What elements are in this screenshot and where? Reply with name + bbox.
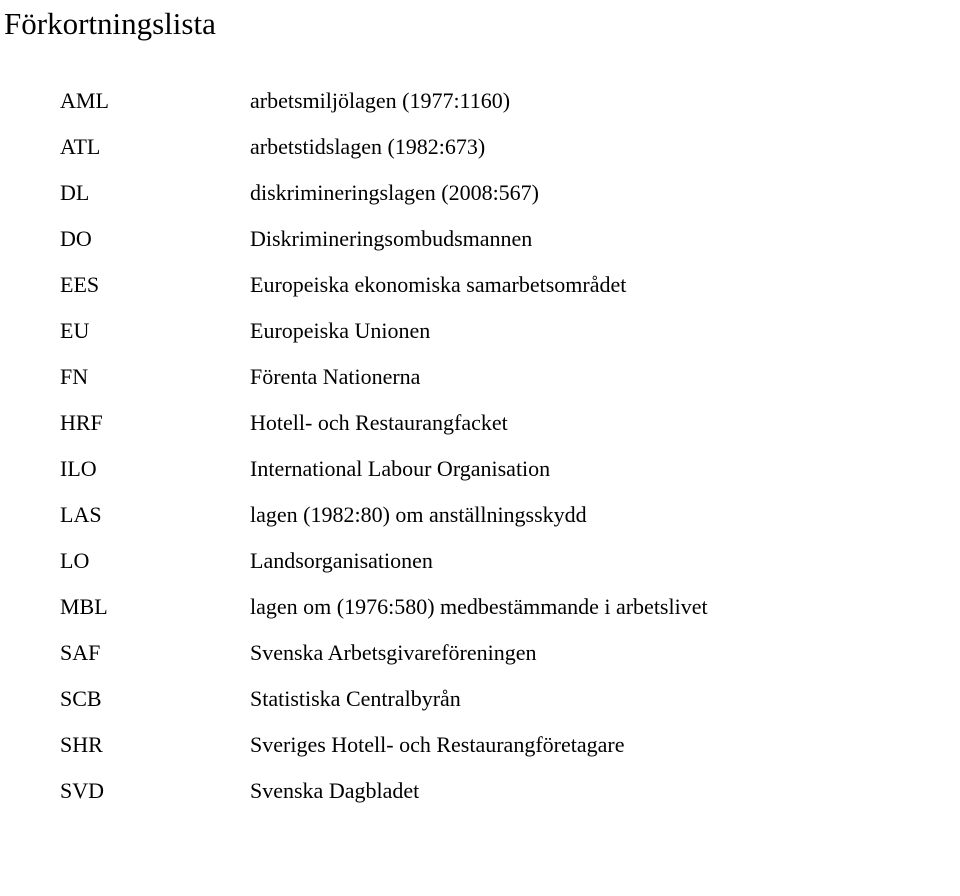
definition-cell: Landsorganisationen xyxy=(250,538,708,584)
definition-cell: arbetstidslagen (1982:673) xyxy=(250,124,708,170)
table-row: LAS lagen (1982:80) om anställningsskydd xyxy=(60,492,708,538)
table-row: DL diskrimineringslagen (2008:567) xyxy=(60,170,708,216)
abbr-cell: SHR xyxy=(60,722,250,768)
table-row: ATL arbetstidslagen (1982:673) xyxy=(60,124,708,170)
definition-cell: Statistiska Centralbyrån xyxy=(250,676,708,722)
definition-cell: International Labour Organisation xyxy=(250,446,708,492)
definition-cell: Europeiska ekonomiska samarbetsområdet xyxy=(250,262,708,308)
definition-cell: lagen om (1976:580) medbestämmande i arb… xyxy=(250,584,708,630)
table-row: ILO International Labour Organisation xyxy=(60,446,708,492)
abbr-cell: FN xyxy=(60,354,250,400)
definition-cell: diskrimineringslagen (2008:567) xyxy=(250,170,708,216)
definition-cell: Förenta Nationerna xyxy=(250,354,708,400)
abbr-cell: SCB xyxy=(60,676,250,722)
table-row: LO Landsorganisationen xyxy=(60,538,708,584)
table-row: MBL lagen om (1976:580) medbestämmande i… xyxy=(60,584,708,630)
table-row: SCB Statistiska Centralbyrån xyxy=(60,676,708,722)
abbr-cell: DL xyxy=(60,170,250,216)
definition-cell: Europeiska Unionen xyxy=(250,308,708,354)
definition-cell: Svenska Dagbladet xyxy=(250,768,708,814)
abbr-cell: AML xyxy=(60,78,250,124)
abbr-cell: LO xyxy=(60,538,250,584)
abbreviation-table: AML arbetsmiljölagen (1977:1160) ATL arb… xyxy=(60,78,708,814)
abbr-cell: EU xyxy=(60,308,250,354)
table-row: EU Europeiska Unionen xyxy=(60,308,708,354)
definition-cell: Svenska Arbetsgivareföreningen xyxy=(250,630,708,676)
abbr-cell: HRF xyxy=(60,400,250,446)
definition-cell: Sveriges Hotell- och Restaurangföretagar… xyxy=(250,722,708,768)
table-row: SVD Svenska Dagbladet xyxy=(60,768,708,814)
table-row: SHR Sveriges Hotell- och Restaurangföret… xyxy=(60,722,708,768)
abbr-cell: SVD xyxy=(60,768,250,814)
definition-cell: arbetsmiljölagen (1977:1160) xyxy=(250,78,708,124)
table-row: EES Europeiska ekonomiska samarbetsområd… xyxy=(60,262,708,308)
abbr-cell: DO xyxy=(60,216,250,262)
definition-cell: Hotell- och Restaurangfacket xyxy=(250,400,708,446)
abbr-cell: LAS xyxy=(60,492,250,538)
abbr-cell: EES xyxy=(60,262,250,308)
definition-cell: Diskrimineringsombudsmannen xyxy=(250,216,708,262)
table-row: SAF Svenska Arbetsgivareföreningen xyxy=(60,630,708,676)
abbr-cell: MBL xyxy=(60,584,250,630)
table-row: FN Förenta Nationerna xyxy=(60,354,708,400)
abbr-cell: SAF xyxy=(60,630,250,676)
page: Förkortningslista AML arbetsmiljölagen (… xyxy=(0,0,960,814)
table-row: AML arbetsmiljölagen (1977:1160) xyxy=(60,78,708,124)
table-row: DO Diskrimineringsombudsmannen xyxy=(60,216,708,262)
definition-cell: lagen (1982:80) om anställningsskydd xyxy=(250,492,708,538)
table-row: HRF Hotell- och Restaurangfacket xyxy=(60,400,708,446)
abbr-cell: ILO xyxy=(60,446,250,492)
page-title: Förkortningslista xyxy=(4,6,960,42)
abbr-cell: ATL xyxy=(60,124,250,170)
